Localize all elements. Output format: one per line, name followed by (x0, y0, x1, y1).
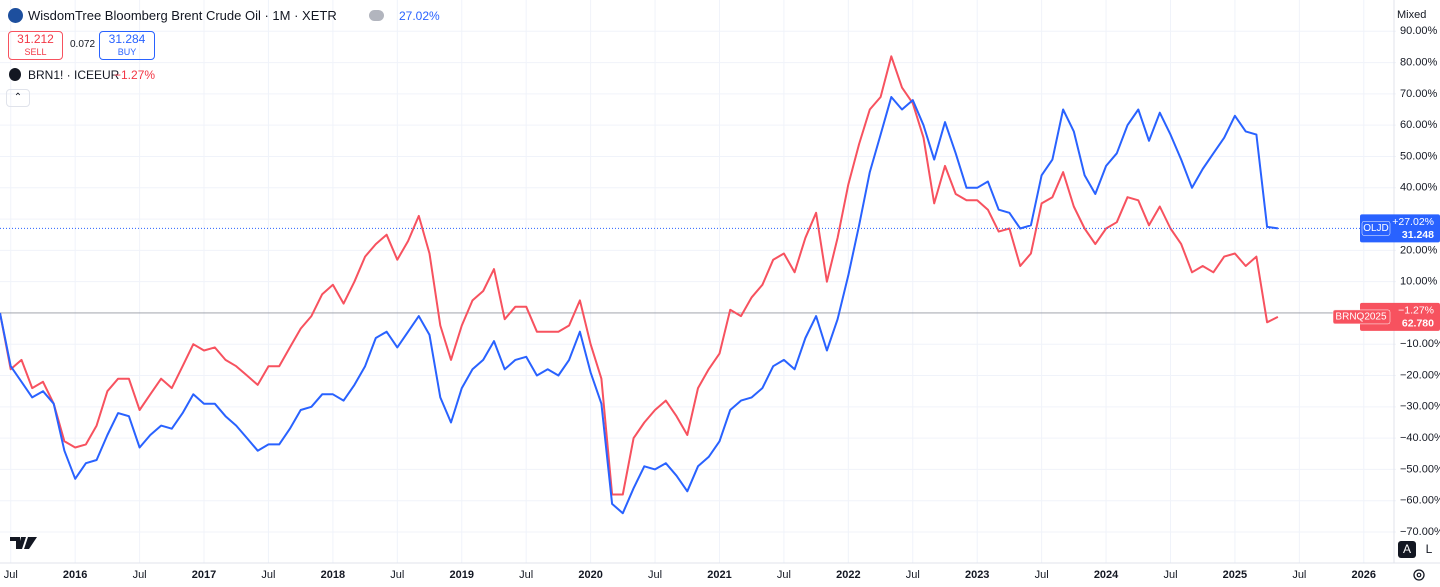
y-tick-label: −50.00% (1400, 463, 1440, 475)
x-tick-label: 2017 (192, 569, 216, 581)
x-tick-label: Jul (906, 569, 920, 581)
main-change: 27.02% (399, 9, 440, 23)
y-tick-label: 80.00% (1400, 56, 1438, 68)
compare-icon (9, 68, 21, 81)
x-tick-label: 2023 (965, 569, 989, 581)
x-tick-label: 2021 (707, 569, 731, 581)
x-tick-label: Jul (1292, 569, 1306, 581)
series-tag-change: +27.02% (1392, 216, 1434, 228)
auto-scale-button[interactable]: A (1398, 541, 1416, 558)
series-tag-name-box (1361, 221, 1391, 236)
series-tag-change: −1.27% (1398, 305, 1434, 317)
log-scale-button[interactable]: L (1425, 542, 1433, 556)
x-tick-label: Jul (261, 569, 275, 581)
x-tick-label: 2019 (450, 569, 474, 581)
scale-mode[interactable]: Mixed (1397, 9, 1427, 21)
buy-button[interactable]: 31.284 BUY (99, 31, 155, 60)
spread: 0.072 (70, 39, 96, 50)
x-tick-label: Jul (648, 569, 662, 581)
sell-price: 31.212 (17, 32, 54, 46)
visibility-toggle[interactable] (369, 10, 384, 21)
y-tick-label: −30.00% (1400, 401, 1440, 413)
x-tick-label: Jul (133, 569, 147, 581)
series-tag-name: OLJD (1363, 223, 1389, 234)
x-tick-label: 2025 (1223, 569, 1247, 581)
compare-legend: BRN1! · ICEEUR (28, 68, 120, 82)
compare-change: −1.27% (114, 68, 156, 82)
x-tick-label: Jul (390, 569, 404, 581)
sell-label: SELL (24, 47, 47, 57)
collapse-button[interactable]: ⌃ (6, 89, 30, 107)
x-tick-label: 2022 (836, 569, 860, 581)
sell-button[interactable]: 31.212 SELL (8, 31, 63, 60)
y-tick-label: −10.00% (1400, 338, 1440, 350)
series-tag-name: BRNQ2025 (1335, 312, 1387, 323)
x-tick-label: 2018 (321, 569, 345, 581)
series-line (0, 96, 1279, 515)
brand-logo (10, 537, 37, 549)
x-tick-label: 2020 (578, 569, 602, 581)
series-tag-price: 31.248 (1402, 229, 1434, 241)
x-tick-label: 2026 (1352, 569, 1376, 581)
y-tick-label: −60.00% (1400, 495, 1440, 507)
y-tick-label: 60.00% (1400, 119, 1438, 131)
x-tick-label: Jul (519, 569, 533, 581)
buy-price: 31.284 (108, 32, 146, 46)
x-tick-label: 2016 (63, 569, 87, 581)
symbol-logo (8, 8, 23, 23)
series-line (0, 55, 1279, 496)
x-tick-label: 2024 (1094, 569, 1119, 581)
chart-title: WisdomTree Bloomberg Brent Crude Oil · 1… (28, 8, 337, 23)
settings-icon-core (1416, 572, 1422, 578)
y-tick-label: 70.00% (1400, 88, 1438, 100)
x-tick-label: Jul (1163, 569, 1177, 581)
series-tag-name-box (1332, 309, 1391, 325)
y-tick-label: 10.00% (1400, 276, 1438, 288)
settings-icon[interactable] (1413, 569, 1425, 581)
buy-label: BUY (117, 47, 137, 57)
y-tick-label: −20.00% (1400, 369, 1440, 381)
y-tick-label: 90.00% (1400, 25, 1438, 37)
y-tick-label: −70.00% (1400, 526, 1440, 538)
y-tick-label: 40.00% (1400, 182, 1438, 194)
y-tick-label: −40.00% (1400, 432, 1440, 444)
y-tick-label: 50.00% (1400, 150, 1438, 162)
x-tick-label: Jul (4, 569, 18, 581)
series-tag-price: 62.780 (1402, 318, 1434, 330)
x-tick-label: Jul (1035, 569, 1049, 581)
x-tick-label: Jul (777, 569, 791, 581)
y-tick-label: 20.00% (1400, 244, 1438, 256)
